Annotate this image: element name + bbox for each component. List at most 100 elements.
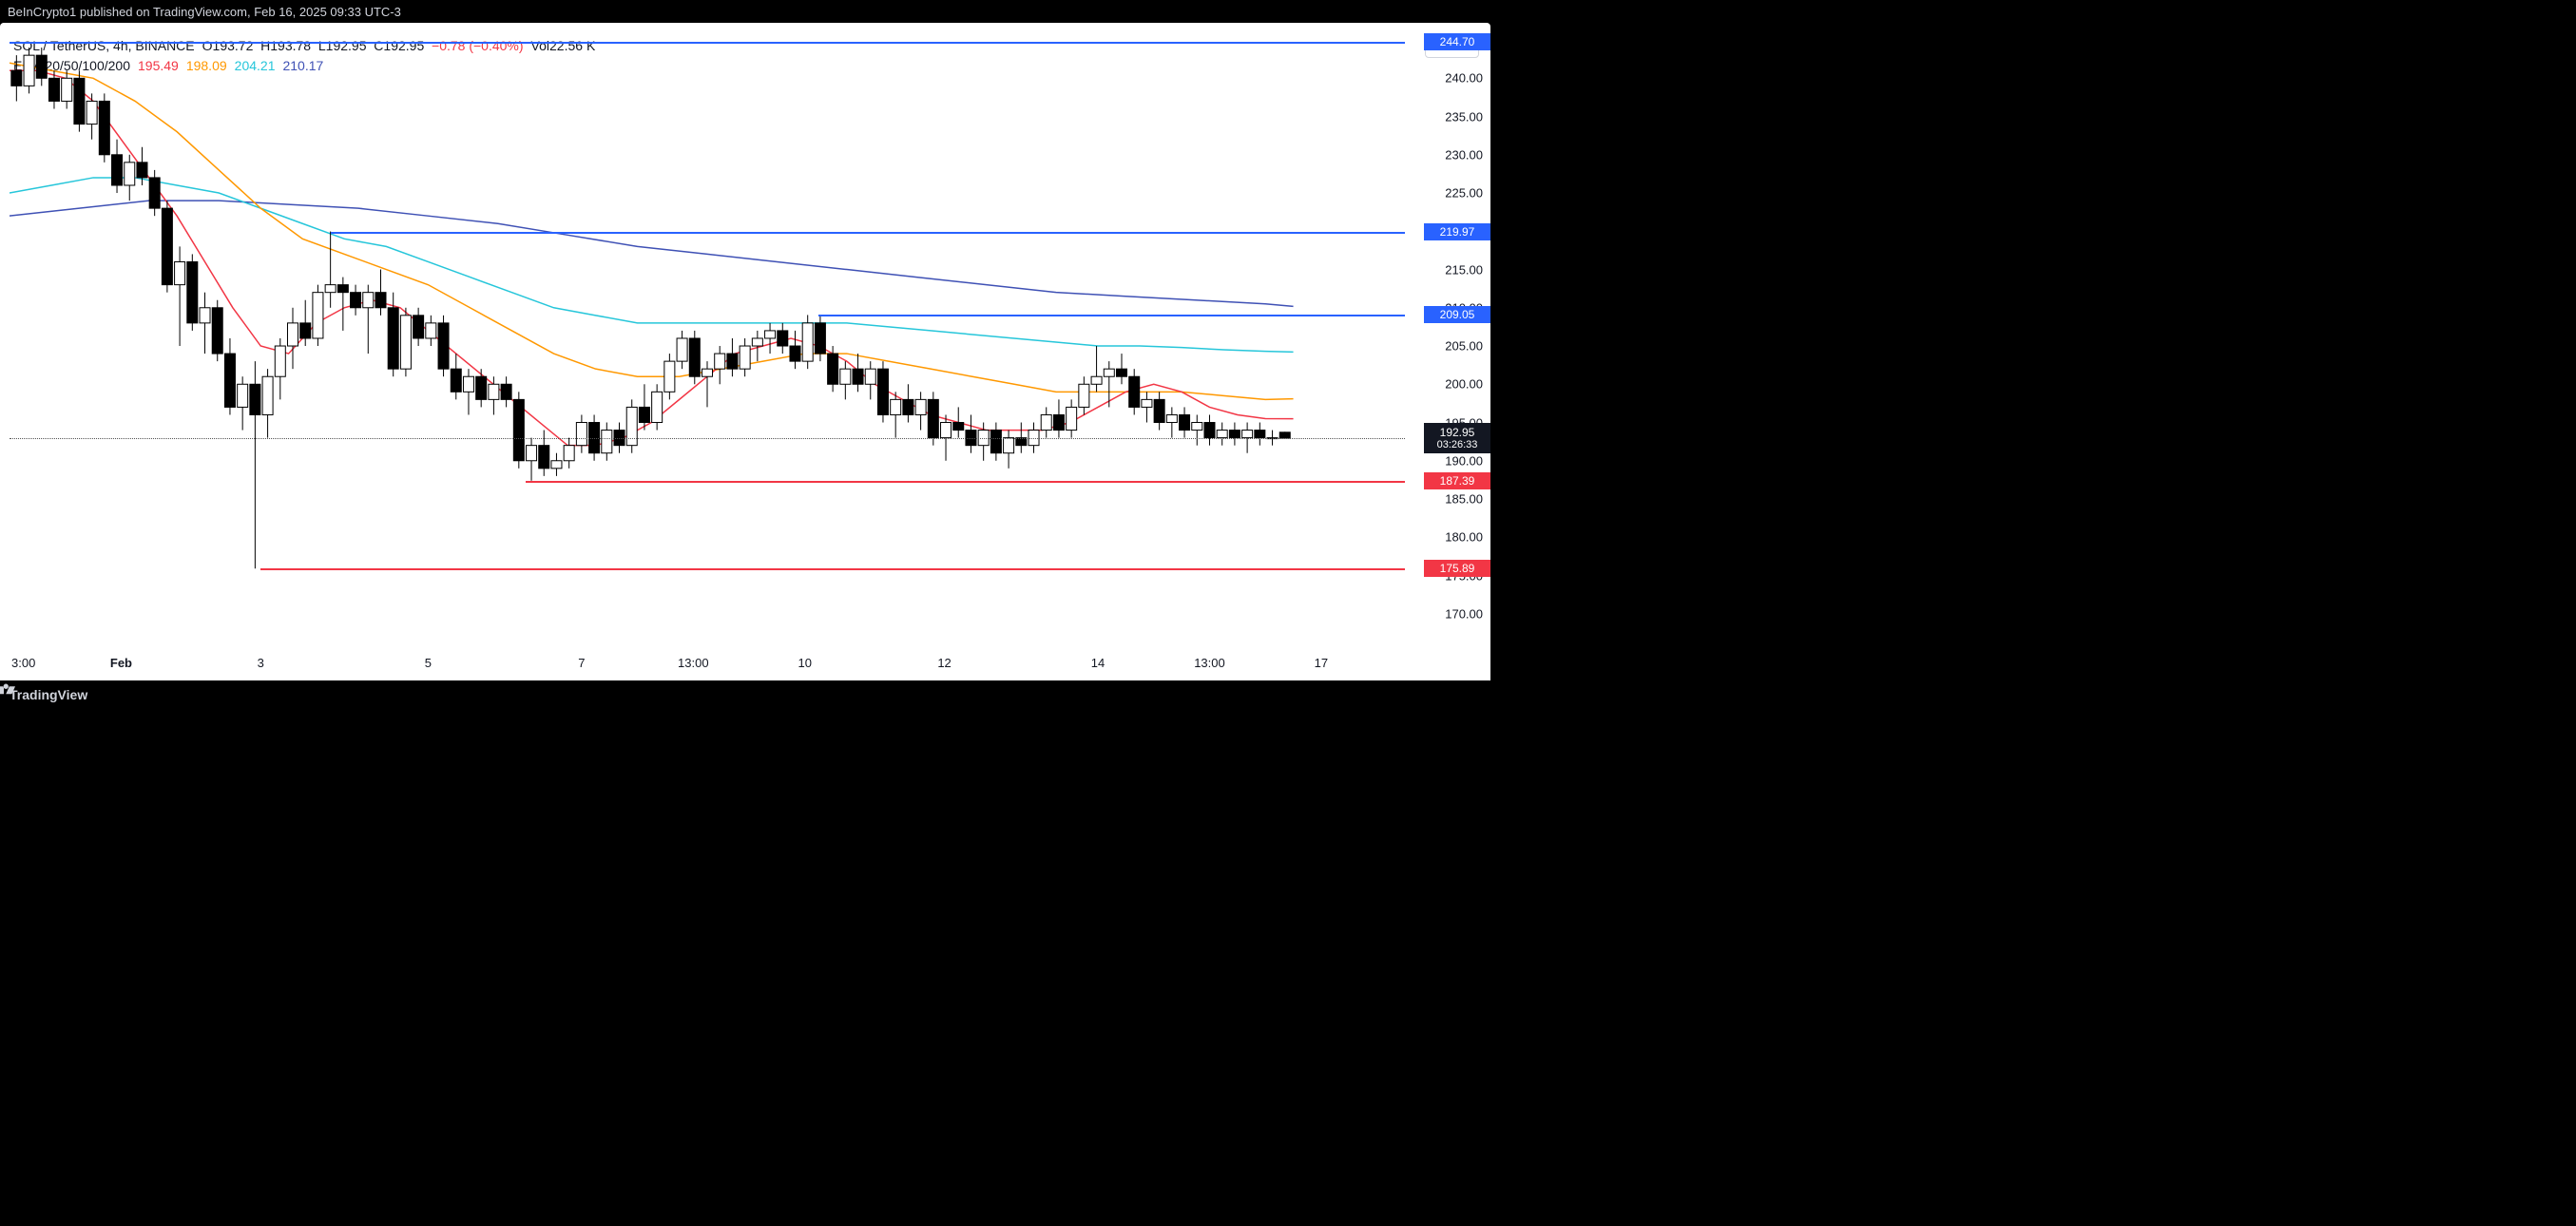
candle[interactable] bbox=[287, 323, 298, 346]
candle[interactable] bbox=[426, 323, 436, 338]
candle[interactable] bbox=[149, 178, 160, 208]
candle[interactable] bbox=[877, 369, 888, 414]
level-line[interactable] bbox=[818, 315, 1405, 316]
candle[interactable] bbox=[438, 323, 449, 369]
candle[interactable] bbox=[765, 331, 776, 338]
candle[interactable] bbox=[1116, 369, 1126, 376]
candle[interactable] bbox=[1192, 423, 1202, 431]
candle[interactable] bbox=[1067, 407, 1077, 430]
candle[interactable] bbox=[212, 308, 222, 354]
candle[interactable] bbox=[576, 423, 586, 446]
candle[interactable] bbox=[99, 101, 109, 154]
candle[interactable] bbox=[740, 346, 750, 369]
candle[interactable] bbox=[802, 323, 813, 361]
candle[interactable] bbox=[48, 78, 59, 101]
candle[interactable] bbox=[626, 407, 637, 445]
candle[interactable] bbox=[639, 407, 649, 422]
candle[interactable] bbox=[1255, 431, 1265, 438]
candle[interactable] bbox=[1079, 384, 1089, 407]
candle[interactable] bbox=[551, 461, 562, 469]
candle[interactable] bbox=[865, 369, 875, 384]
y-axis[interactable]: 170.00175.00180.00185.00190.00195.00200.… bbox=[1405, 32, 1490, 652]
candle[interactable] bbox=[527, 446, 537, 461]
candle[interactable] bbox=[363, 293, 374, 308]
candle[interactable] bbox=[24, 55, 34, 86]
level-line[interactable] bbox=[526, 481, 1405, 483]
candle[interactable] bbox=[752, 338, 762, 346]
candle[interactable] bbox=[375, 293, 386, 308]
candle[interactable] bbox=[125, 163, 135, 185]
candle[interactable] bbox=[915, 399, 926, 414]
candle[interactable] bbox=[476, 376, 487, 399]
candle[interactable] bbox=[1166, 414, 1177, 422]
candle[interactable] bbox=[652, 392, 663, 422]
candle[interactable] bbox=[187, 261, 198, 322]
candle[interactable] bbox=[778, 331, 788, 346]
candle[interactable] bbox=[539, 446, 549, 469]
candle[interactable] bbox=[1004, 438, 1014, 453]
candle[interactable] bbox=[400, 316, 411, 369]
x-axis[interactable]: 3:00Feb35713:0010121413:0017 bbox=[10, 656, 1405, 675]
candle[interactable] bbox=[689, 338, 700, 376]
candle[interactable] bbox=[351, 293, 361, 308]
candle[interactable] bbox=[388, 308, 398, 369]
candle[interactable] bbox=[1204, 423, 1215, 438]
level-line[interactable] bbox=[260, 568, 1405, 570]
candle[interactable] bbox=[275, 346, 285, 376]
candle[interactable] bbox=[200, 308, 210, 323]
candle[interactable] bbox=[815, 323, 825, 354]
candle[interactable] bbox=[413, 316, 424, 338]
candle[interactable] bbox=[74, 78, 85, 124]
candle[interactable] bbox=[564, 446, 574, 461]
plot-area[interactable] bbox=[10, 32, 1405, 652]
candle[interactable] bbox=[715, 354, 725, 369]
candle[interactable] bbox=[1217, 431, 1227, 438]
candle[interactable] bbox=[36, 55, 47, 78]
candle[interactable] bbox=[62, 78, 72, 101]
candle[interactable] bbox=[953, 423, 964, 431]
candle[interactable] bbox=[664, 361, 675, 392]
candle[interactable] bbox=[224, 354, 235, 407]
candle[interactable] bbox=[11, 70, 22, 86]
candle[interactable] bbox=[1180, 414, 1190, 430]
candle[interactable] bbox=[840, 369, 851, 384]
candle[interactable] bbox=[727, 354, 738, 369]
candle[interactable] bbox=[941, 423, 952, 438]
candle[interactable] bbox=[262, 376, 273, 414]
candle[interactable] bbox=[790, 346, 800, 361]
candle[interactable] bbox=[1229, 431, 1240, 438]
candle[interactable] bbox=[463, 376, 473, 392]
candle[interactable] bbox=[1041, 414, 1051, 430]
candle[interactable] bbox=[112, 155, 123, 185]
candle[interactable] bbox=[175, 261, 185, 284]
candle[interactable] bbox=[1142, 399, 1152, 407]
candle[interactable] bbox=[928, 399, 938, 437]
candle[interactable] bbox=[903, 399, 913, 414]
candle[interactable] bbox=[162, 208, 172, 284]
candle[interactable] bbox=[489, 384, 499, 399]
candle[interactable] bbox=[300, 323, 311, 338]
candle[interactable] bbox=[238, 384, 248, 407]
candle[interactable] bbox=[1104, 369, 1114, 376]
candle[interactable] bbox=[853, 369, 863, 384]
candle[interactable] bbox=[990, 431, 1001, 453]
candle[interactable] bbox=[250, 384, 260, 414]
candle[interactable] bbox=[1242, 431, 1253, 438]
footer-brand[interactable]: TradingView bbox=[10, 687, 87, 702]
candle[interactable] bbox=[451, 369, 461, 392]
level-line[interactable] bbox=[331, 232, 1405, 234]
candle[interactable] bbox=[513, 399, 524, 460]
candle[interactable] bbox=[313, 293, 323, 338]
candle[interactable] bbox=[137, 163, 147, 178]
candle[interactable] bbox=[828, 354, 838, 384]
candle[interactable] bbox=[87, 101, 97, 124]
candle[interactable] bbox=[702, 369, 712, 376]
candle[interactable] bbox=[1154, 399, 1164, 422]
candle[interactable] bbox=[1091, 376, 1102, 384]
candle[interactable] bbox=[891, 399, 901, 414]
candle[interactable] bbox=[501, 384, 511, 399]
candle[interactable] bbox=[602, 431, 612, 453]
candle[interactable] bbox=[1053, 414, 1064, 430]
candle[interactable] bbox=[1129, 376, 1140, 407]
candle[interactable] bbox=[677, 338, 687, 361]
